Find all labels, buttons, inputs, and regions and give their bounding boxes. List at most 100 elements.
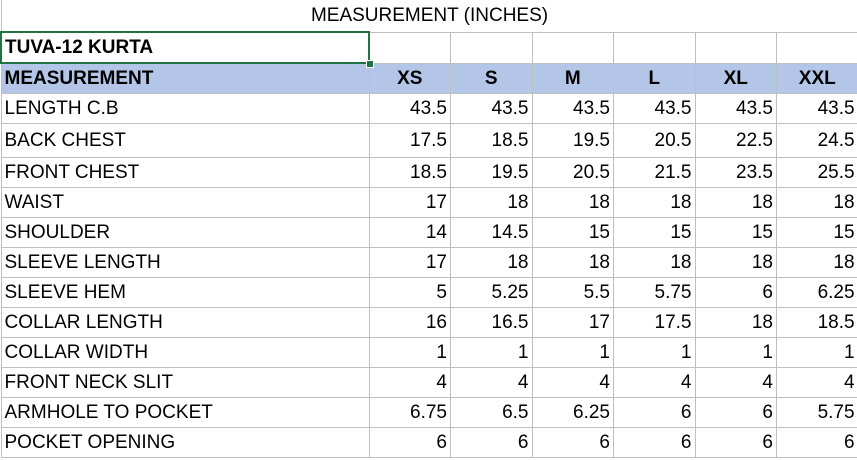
value-cell[interactable]: 6 — [368, 427, 451, 458]
value-cell[interactable]: 15 — [694, 217, 777, 248]
value-cell[interactable]: 4 — [776, 367, 857, 398]
value-cell[interactable]: 18 — [450, 247, 533, 278]
row-label-cell[interactable]: FRONT NECK SLIT — [0, 367, 370, 398]
value-cell[interactable]: 6.5 — [450, 397, 533, 428]
value-cell[interactable]: 6.75 — [368, 397, 451, 428]
value-cell[interactable]: 17.5 — [613, 307, 696, 338]
value-cell[interactable]: 16.5 — [450, 307, 533, 338]
header-size-xs[interactable]: XS — [368, 62, 451, 94]
header-size-xxl[interactable]: XXL — [776, 62, 857, 94]
value-cell[interactable]: 18 — [694, 247, 777, 278]
row-label-cell[interactable]: ARMHOLE TO POCKET — [0, 397, 370, 428]
value-cell[interactable]: 17 — [368, 247, 451, 278]
row-label-cell[interactable]: SLEEVE LENGTH — [0, 247, 370, 278]
value-cell[interactable]: 17 — [531, 307, 614, 338]
value-cell[interactable]: 6 — [531, 427, 614, 458]
value-cell[interactable]: 43.5 — [368, 93, 451, 124]
row-label-cell[interactable]: FRONT CHEST — [0, 157, 370, 188]
value-cell[interactable]: 18.5 — [776, 307, 857, 338]
row-label-cell[interactable]: LENGTH C.B — [0, 93, 370, 124]
value-cell[interactable]: 6 — [776, 427, 857, 458]
value-cell[interactable]: 4 — [450, 367, 533, 398]
value-cell[interactable]: 6.25 — [776, 277, 857, 308]
header-size-s[interactable]: S — [450, 62, 533, 94]
value-cell[interactable]: 21.5 — [613, 157, 696, 188]
header-size-xl[interactable]: XL — [694, 62, 777, 94]
header-size-m[interactable]: M — [531, 62, 614, 94]
value-cell[interactable]: 18.5 — [368, 157, 451, 188]
value-cell[interactable]: 43.5 — [450, 93, 533, 124]
value-cell[interactable]: 18 — [531, 247, 614, 278]
value-cell[interactable]: 15 — [613, 217, 696, 248]
value-cell[interactable]: 17.5 — [368, 123, 451, 158]
value-cell[interactable]: 4 — [613, 367, 696, 398]
value-cell[interactable]: 14 — [368, 217, 451, 248]
value-cell[interactable]: 6 — [694, 427, 777, 458]
value-cell[interactable]: 43.5 — [531, 93, 614, 124]
sheet-title[interactable]: MEASUREMENT (INCHES) — [0, 0, 857, 33]
fill-handle[interactable] — [366, 60, 374, 68]
value-cell[interactable]: 1 — [531, 337, 614, 368]
value-cell[interactable]: 43.5 — [694, 93, 777, 124]
value-cell[interactable]: 18 — [694, 187, 777, 218]
row-label-cell[interactable]: POCKET OPENING — [0, 427, 370, 458]
value-cell[interactable]: 6 — [450, 427, 533, 458]
value-cell[interactable]: 18 — [694, 307, 777, 338]
value-cell[interactable]: 18 — [613, 247, 696, 278]
value-cell[interactable]: 18 — [776, 187, 857, 218]
value-cell[interactable]: 25.5 — [776, 157, 857, 188]
value-cell[interactable]: 18 — [531, 187, 614, 218]
value-cell[interactable]: 19.5 — [450, 157, 533, 188]
value-cell[interactable]: 43.5 — [776, 93, 857, 124]
value-cell[interactable]: 1 — [776, 337, 857, 368]
value-cell[interactable]: 20.5 — [613, 123, 696, 158]
value-cell[interactable]: 18 — [613, 187, 696, 218]
value-cell[interactable]: 6 — [694, 397, 777, 428]
value-cell[interactable]: 5.5 — [531, 277, 614, 308]
value-cell[interactable]: 4 — [531, 367, 614, 398]
empty-cell[interactable] — [450, 31, 533, 64]
value-cell[interactable]: 6 — [694, 277, 777, 308]
value-cell[interactable]: 5.25 — [450, 277, 533, 308]
value-cell[interactable]: 18 — [776, 247, 857, 278]
empty-cell[interactable] — [368, 31, 451, 64]
value-cell[interactable]: 1 — [450, 337, 533, 368]
row-label-cell[interactable]: COLLAR LENGTH — [0, 307, 370, 338]
value-cell[interactable]: 19.5 — [531, 123, 614, 158]
empty-cell[interactable] — [613, 31, 696, 64]
header-size-l[interactable]: L — [613, 62, 696, 94]
value-cell[interactable]: 1 — [694, 337, 777, 368]
row-label-cell[interactable]: WAIST — [0, 187, 370, 218]
value-cell[interactable]: 6 — [613, 397, 696, 428]
empty-cell[interactable] — [694, 31, 777, 64]
value-cell[interactable]: 15 — [776, 217, 857, 248]
value-cell[interactable]: 5 — [368, 277, 451, 308]
value-cell[interactable]: 5.75 — [776, 397, 857, 428]
value-cell[interactable]: 14.5 — [450, 217, 533, 248]
product-name-cell[interactable]: TUVA-12 KURTA — [0, 31, 370, 64]
header-measurement-cell[interactable]: MEASUREMENT — [0, 62, 370, 94]
value-cell[interactable]: 24.5 — [776, 123, 857, 158]
value-cell[interactable]: 1 — [613, 337, 696, 368]
row-label-cell[interactable]: SLEEVE HEM — [0, 277, 370, 308]
value-cell[interactable]: 18 — [450, 187, 533, 218]
value-cell[interactable]: 23.5 — [694, 157, 777, 188]
value-cell[interactable]: 22.5 — [694, 123, 777, 158]
value-cell[interactable]: 20.5 — [531, 157, 614, 188]
empty-cell[interactable] — [776, 31, 857, 64]
value-cell[interactable]: 4 — [694, 367, 777, 398]
value-cell[interactable]: 15 — [531, 217, 614, 248]
value-cell[interactable]: 43.5 — [613, 93, 696, 124]
value-cell[interactable]: 5.75 — [613, 277, 696, 308]
value-cell[interactable]: 17 — [368, 187, 451, 218]
value-cell[interactable]: 1 — [368, 337, 451, 368]
value-cell[interactable]: 6.25 — [531, 397, 614, 428]
empty-cell[interactable] — [531, 31, 614, 64]
value-cell[interactable]: 18.5 — [450, 123, 533, 158]
row-label-cell[interactable]: SHOULDER — [0, 217, 370, 248]
value-cell[interactable]: 6 — [613, 427, 696, 458]
row-label-cell[interactable]: BACK CHEST — [0, 123, 370, 158]
value-cell[interactable]: 4 — [368, 367, 451, 398]
row-label-cell[interactable]: COLLAR WIDTH — [0, 337, 370, 368]
value-cell[interactable]: 16 — [368, 307, 451, 338]
